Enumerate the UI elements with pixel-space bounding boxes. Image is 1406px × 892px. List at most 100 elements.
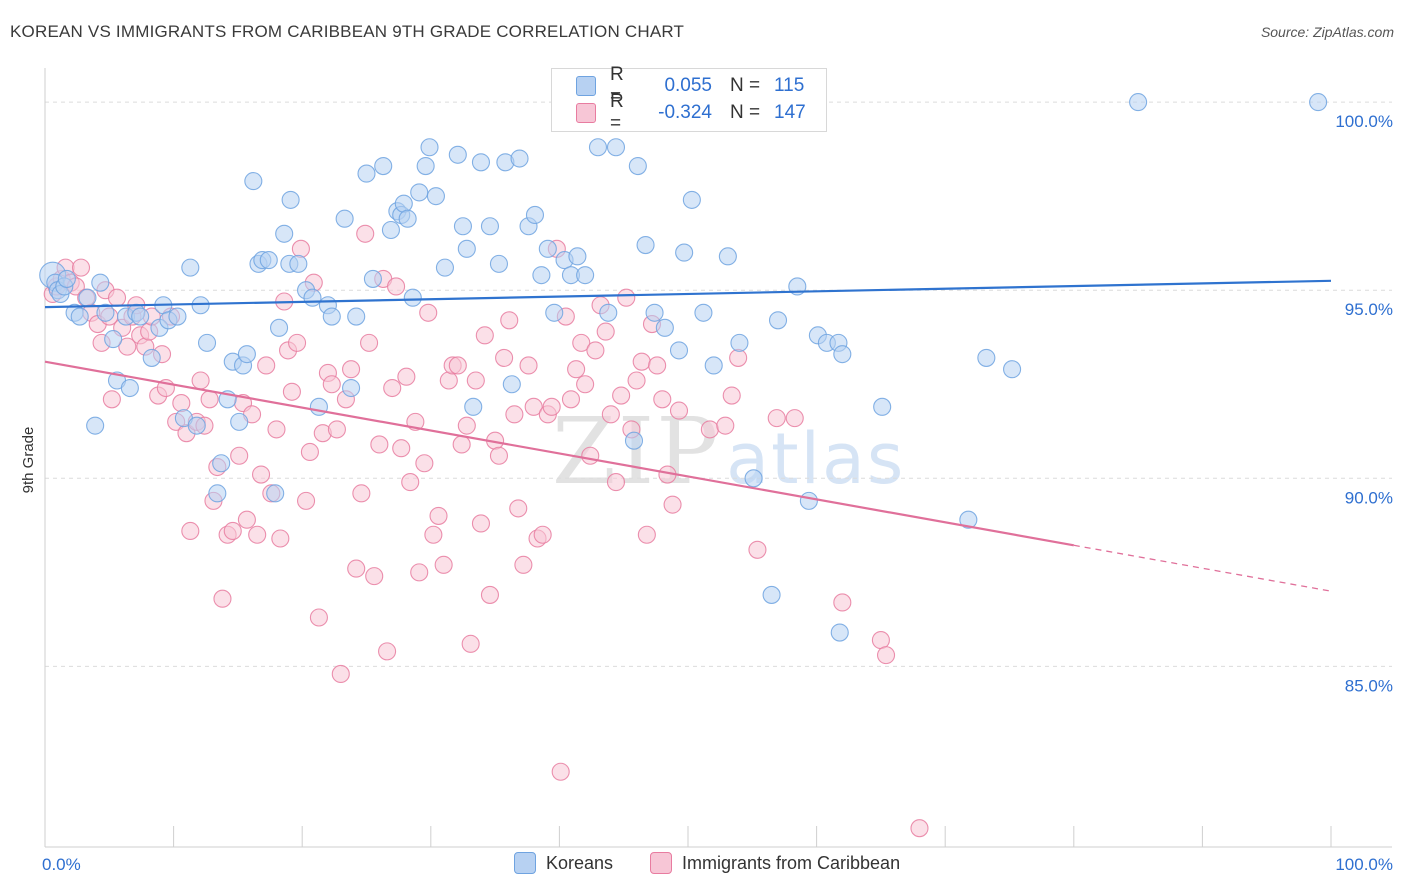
korean-point	[191, 296, 210, 315]
legend-n-value: 115	[774, 75, 805, 96]
caribbean-point	[327, 420, 346, 439]
caribbean-point	[118, 337, 137, 356]
korean-point	[420, 138, 439, 157]
koreans-swatch	[514, 852, 536, 874]
korean-point	[275, 224, 294, 243]
caribbean-point	[561, 390, 581, 409]
caribbean-point	[606, 473, 626, 492]
korean-point	[322, 307, 341, 326]
korean-point	[730, 333, 749, 352]
caribbean-point	[505, 405, 524, 424]
legend-n-value: 147	[774, 102, 806, 123]
caribbean-point	[475, 326, 494, 345]
caribbean-point	[102, 390, 121, 409]
axes: 9th Grade	[20, 68, 1392, 848]
korean-point	[762, 585, 781, 604]
korean-point	[448, 145, 467, 164]
caribbean-point	[356, 224, 375, 243]
caribbean-point	[519, 356, 538, 375]
korean-point	[655, 318, 674, 337]
series-legend-koreans: Koreans	[514, 852, 613, 874]
korean-point	[830, 623, 849, 642]
korean-point	[212, 454, 231, 473]
korean-point	[538, 239, 557, 258]
korean-point	[168, 307, 187, 326]
caribbean-point	[288, 333, 307, 352]
caribbean-point	[200, 390, 219, 409]
caribbean-point	[567, 360, 586, 379]
caribbean-point	[107, 288, 127, 307]
caribbean-point	[632, 352, 651, 371]
korean-point	[289, 254, 308, 273]
korean-trend-line	[44, 279, 1332, 309]
caribbean-point	[581, 446, 600, 465]
korean-point	[281, 190, 300, 209]
caribbean-point	[551, 762, 570, 781]
caribbean-point	[71, 258, 91, 277]
caribbean-point	[172, 394, 191, 413]
korean-point	[244, 172, 263, 191]
korean-point	[1309, 93, 1328, 112]
caribbean-point	[352, 484, 371, 503]
correlation-legend: R = 0.055 N = 115 R = -0.324 N = 147	[551, 64, 827, 134]
legend-n-label: N =	[730, 102, 761, 123]
caribbean-point	[415, 454, 434, 473]
korean-point	[363, 269, 382, 288]
caribbean-point	[282, 382, 301, 401]
y-axis-label: 9th Grade	[20, 427, 37, 494]
caribbean-point	[271, 529, 290, 548]
caribbean-point	[347, 559, 366, 578]
korean-point	[142, 348, 161, 367]
caribbean-point	[637, 525, 656, 544]
korean-point	[303, 288, 322, 307]
caribbean-point	[509, 499, 528, 518]
y-tick-label: 100.0%	[1335, 112, 1393, 131]
korean-point	[426, 187, 445, 206]
korean-point	[959, 510, 978, 529]
korean-point	[464, 397, 483, 416]
korean-point	[416, 157, 435, 176]
caribbean-point	[434, 555, 453, 574]
caribbean-point	[448, 356, 467, 375]
korean-point	[259, 251, 278, 270]
korean-point	[342, 378, 361, 398]
caribbean-point	[785, 409, 804, 428]
caribbean-point	[612, 386, 631, 405]
caribbean-point	[876, 646, 896, 665]
korean-point	[270, 318, 289, 337]
korean-point	[675, 243, 694, 262]
caribbean-point	[533, 525, 552, 544]
legend-r-label: R =	[610, 64, 624, 107]
caribbean-point	[767, 409, 786, 428]
korean-point	[1003, 360, 1022, 379]
korean-point	[645, 303, 664, 322]
caribbean-point	[439, 371, 458, 390]
caribbean-point	[495, 348, 514, 367]
korean-point	[374, 157, 393, 176]
korean-point	[120, 378, 139, 398]
y-tick-label: 90.0%	[1345, 488, 1393, 507]
caribbean-point	[392, 439, 411, 458]
y-tick-label: 95.0%	[1345, 300, 1393, 319]
korean-point	[410, 183, 429, 202]
watermark-zip: ZIP	[552, 398, 721, 505]
korean-point	[309, 397, 328, 416]
caribbean-point	[524, 397, 543, 416]
caribbean-point	[648, 356, 667, 375]
caribbean-point	[910, 819, 929, 838]
caribbean-label: Immigrants from Caribbean	[682, 852, 901, 873]
caribbean-point	[360, 333, 379, 352]
korean-point	[266, 484, 285, 503]
caribbean-point	[457, 416, 476, 435]
caribbean-point	[700, 420, 719, 439]
caribbean-point	[542, 397, 561, 416]
caribbean-point	[342, 360, 361, 379]
caribbean-point	[331, 664, 350, 683]
korean-point	[669, 341, 689, 360]
caribbean-point	[833, 593, 852, 612]
caribbean-point	[480, 585, 500, 604]
koreans-label: Koreans	[546, 852, 614, 873]
caribbean-point	[669, 401, 689, 420]
korean-point	[457, 239, 476, 258]
x-tick-label: 0.0%	[42, 855, 81, 874]
